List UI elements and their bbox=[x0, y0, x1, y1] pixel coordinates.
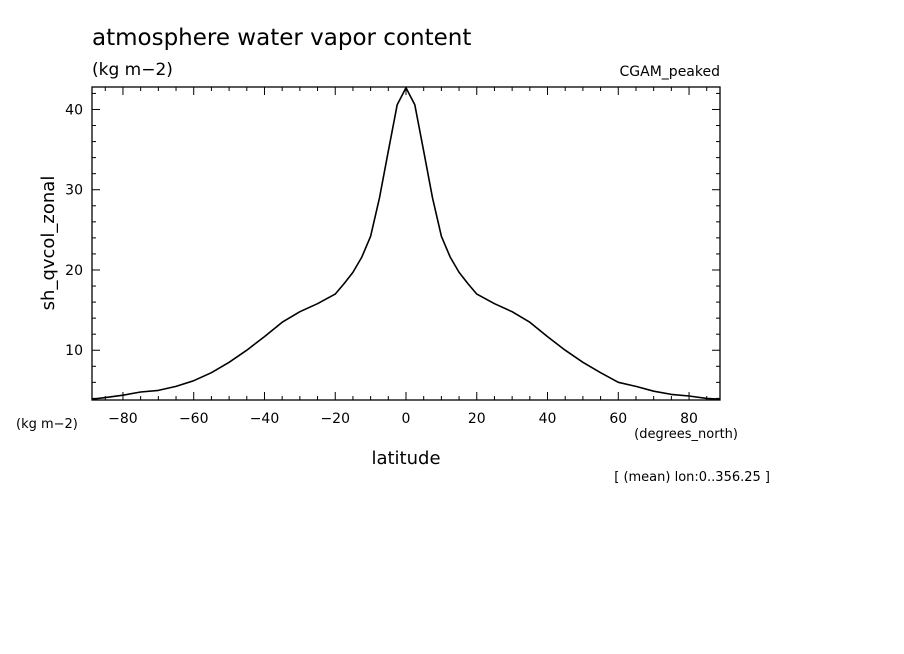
series-group bbox=[91, 87, 721, 400]
x-tick-label: −20 bbox=[320, 411, 350, 427]
y-axis-title: sh_qvcol_zonal bbox=[38, 176, 59, 311]
x-tick-label: 0 bbox=[402, 411, 411, 427]
x-tick-label: 60 bbox=[609, 411, 627, 427]
axis-ticks bbox=[92, 87, 720, 400]
x-tick-label: −40 bbox=[250, 411, 280, 427]
x-axis-title: latitude bbox=[371, 448, 440, 469]
x-units-label: (degrees_north) bbox=[634, 427, 738, 442]
x-tick-label: 20 bbox=[468, 411, 486, 427]
series-line bbox=[91, 87, 721, 400]
chart-title: atmosphere water vapor content bbox=[92, 25, 471, 51]
y-tick-label: 20 bbox=[65, 263, 83, 279]
x-tick-label: −80 bbox=[108, 411, 138, 427]
y-tick-label: 10 bbox=[65, 343, 83, 359]
units-label-left: (kg m−2) bbox=[16, 417, 78, 432]
y-tick-label: 30 bbox=[65, 183, 83, 199]
x-tick-label: 80 bbox=[680, 411, 698, 427]
y-tick-label: 40 bbox=[65, 102, 83, 118]
units-label-top: (kg m−2) bbox=[92, 60, 173, 80]
footnote: [ (mean) lon:0..356.25 ] bbox=[614, 470, 770, 485]
dataset-label: CGAM_peaked bbox=[620, 64, 720, 80]
x-tick-label: −60 bbox=[179, 411, 209, 427]
axis-tick-labels: −80 −60 −40 −20 0 20 40 60 80 10 20 30 40 bbox=[65, 102, 698, 427]
x-tick-label: 40 bbox=[539, 411, 557, 427]
